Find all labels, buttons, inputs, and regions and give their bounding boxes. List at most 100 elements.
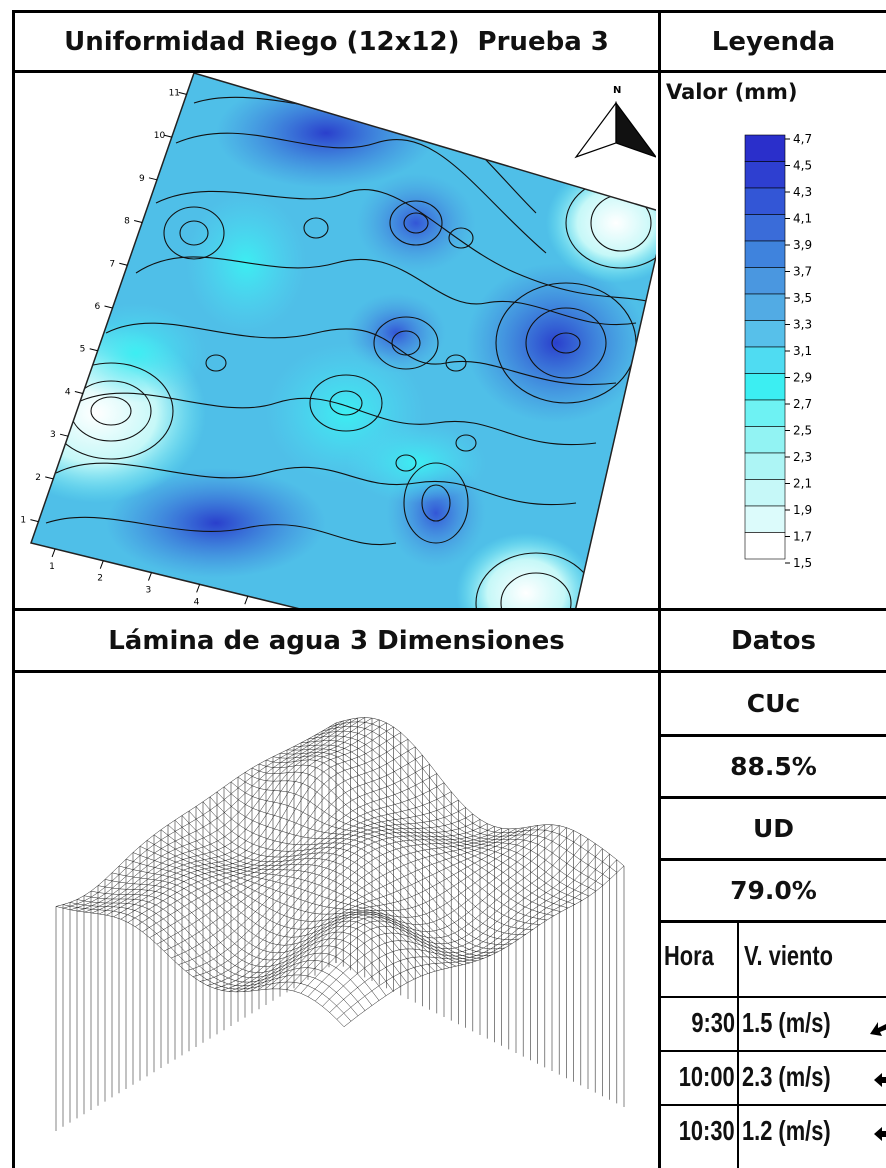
contour-map: 12345678910111234567891011 N bbox=[20, 73, 656, 608]
ud-label: UD bbox=[752, 814, 795, 843]
colorbar-tick-label: 3,9 bbox=[793, 238, 812, 252]
x-tick bbox=[147, 572, 152, 581]
y-tick-label: 6 bbox=[95, 302, 101, 312]
colorbar-segment bbox=[744, 187, 786, 215]
y-tick bbox=[45, 476, 54, 480]
x-tick-label: 4 bbox=[194, 597, 200, 607]
colorbar-segment bbox=[744, 532, 786, 560]
y-tick-label: 11 bbox=[169, 88, 180, 98]
divider-middle bbox=[12, 608, 886, 611]
colorbar-segment bbox=[744, 267, 786, 295]
colorbar-segment bbox=[744, 161, 786, 189]
wind-row-time: 9:30 bbox=[691, 1007, 735, 1038]
y-tick bbox=[59, 433, 69, 437]
colorbar-tick-label: 4,1 bbox=[793, 212, 812, 226]
colorbar-tick-label: 1,9 bbox=[793, 503, 812, 517]
surface-plot bbox=[55, 717, 625, 1131]
x-tick bbox=[244, 596, 249, 605]
divider-data-6 bbox=[658, 1050, 886, 1052]
surface-side-left bbox=[55, 722, 337, 1131]
surface-side-front bbox=[335, 717, 625, 1107]
y-tick-label: 10 bbox=[154, 131, 166, 141]
divider-data-2 bbox=[658, 796, 886, 799]
y-tick bbox=[178, 91, 187, 95]
y-tick-label: 5 bbox=[80, 345, 86, 355]
legend-title: Leyenda bbox=[711, 26, 836, 57]
colorbar-tick-label: 4,7 bbox=[793, 132, 812, 146]
x-tick-label: 3 bbox=[145, 586, 151, 596]
wind-header-time: Hora bbox=[664, 940, 714, 971]
x-tick bbox=[51, 548, 56, 558]
data-title: Datos bbox=[731, 625, 816, 656]
y-tick bbox=[104, 305, 113, 309]
colorbar-tick-label: 2,5 bbox=[793, 424, 812, 438]
y-tick-label: 3 bbox=[50, 430, 56, 440]
y-tick-label: 1 bbox=[20, 516, 26, 526]
colorbar-tick-label: 2,9 bbox=[793, 371, 812, 385]
colorbar-tick-label: 1,5 bbox=[793, 556, 812, 570]
colorbar-tick-label: 2,1 bbox=[793, 477, 812, 491]
x-tick bbox=[99, 560, 104, 569]
colorbar-tick-label: 4,3 bbox=[793, 185, 812, 199]
divider-data-3 bbox=[658, 858, 886, 861]
divider-vertical bbox=[658, 10, 661, 1168]
divider-wind-col bbox=[737, 920, 739, 1168]
wind-header-speed: V. viento bbox=[744, 940, 834, 971]
y-tick-label: 8 bbox=[124, 217, 130, 227]
wind-arrow-icon bbox=[866, 1012, 886, 1042]
colorbar-tick-label: 3,5 bbox=[793, 291, 812, 305]
colorbar-segment bbox=[744, 134, 786, 162]
colorbar-segment bbox=[744, 346, 786, 374]
ud-value: 79.0% bbox=[730, 876, 817, 905]
colorbar-segment bbox=[744, 320, 786, 348]
legend-colorbar: 4,7 4,5 4,3 4,1 3,9 3,7 3,5 3,3 3,1 2,9 2,7 2,5 2,3 2… bbox=[744, 132, 812, 570]
colorbar-segment bbox=[744, 426, 786, 454]
wind-row-time: 10:30 bbox=[679, 1115, 735, 1146]
colorbar-tick-label: 3,3 bbox=[793, 318, 812, 332]
legend-unit-label: Valor (mm) bbox=[666, 80, 798, 104]
colorbar-segment bbox=[744, 373, 786, 401]
divider-top bbox=[12, 10, 886, 13]
divider-header-1 bbox=[12, 70, 886, 73]
divider-data-5 bbox=[658, 996, 886, 998]
colorbar-segment bbox=[744, 505, 786, 533]
y-tick bbox=[134, 220, 143, 224]
cuc-label: CUc bbox=[746, 689, 801, 718]
y-tick bbox=[30, 519, 39, 523]
y-tick bbox=[89, 348, 98, 352]
colorbar-tick-label: 4,5 bbox=[793, 159, 812, 173]
y-tick-label: 9 bbox=[139, 174, 145, 184]
divider-data-1 bbox=[658, 734, 886, 737]
cuc-value: 88.5% bbox=[730, 752, 817, 781]
y-tick bbox=[148, 177, 158, 181]
y-tick-label: 2 bbox=[35, 473, 41, 483]
wind-row-speed: 2.3 (m/s) bbox=[742, 1061, 831, 1092]
colorbar-tick-label: 1,7 bbox=[793, 530, 812, 544]
divider-data-4 bbox=[658, 920, 886, 923]
colorbar-tick-label: 3,1 bbox=[793, 344, 812, 358]
map-title: Uniformidad Riego (12x12) Prueba 3 bbox=[64, 26, 609, 57]
surface-title: Lámina de agua 3 Dimensiones bbox=[108, 625, 565, 656]
colorbar-segment bbox=[744, 479, 786, 507]
x-tick-label: 1 bbox=[49, 562, 55, 572]
colorbar-segment bbox=[744, 214, 786, 242]
colorbar-segment bbox=[744, 452, 786, 480]
x-tick bbox=[196, 584, 201, 593]
colorbar-tick-label: 2,7 bbox=[793, 397, 812, 411]
wind-row-time: 10:00 bbox=[679, 1061, 735, 1092]
wind-arrow-icon bbox=[872, 1118, 886, 1148]
wind-arrow-icon bbox=[872, 1064, 886, 1094]
y-tick bbox=[74, 390, 83, 394]
wind-row-speed: 1.5 (m/s) bbox=[742, 1007, 831, 1038]
colorbar-segment bbox=[744, 240, 786, 268]
colorbar-tick-label: 2,3 bbox=[793, 450, 812, 464]
colorbar-segment bbox=[744, 293, 786, 321]
y-tick bbox=[163, 134, 172, 138]
surface-mesh bbox=[55, 717, 625, 1027]
y-tick bbox=[119, 262, 128, 266]
wind-row-speed: 1.2 (m/s) bbox=[742, 1115, 831, 1146]
x-tick-label: 2 bbox=[97, 574, 103, 584]
y-tick-label: 7 bbox=[109, 259, 115, 269]
y-tick-label: 4 bbox=[65, 387, 71, 397]
divider-data-7 bbox=[658, 1104, 886, 1106]
